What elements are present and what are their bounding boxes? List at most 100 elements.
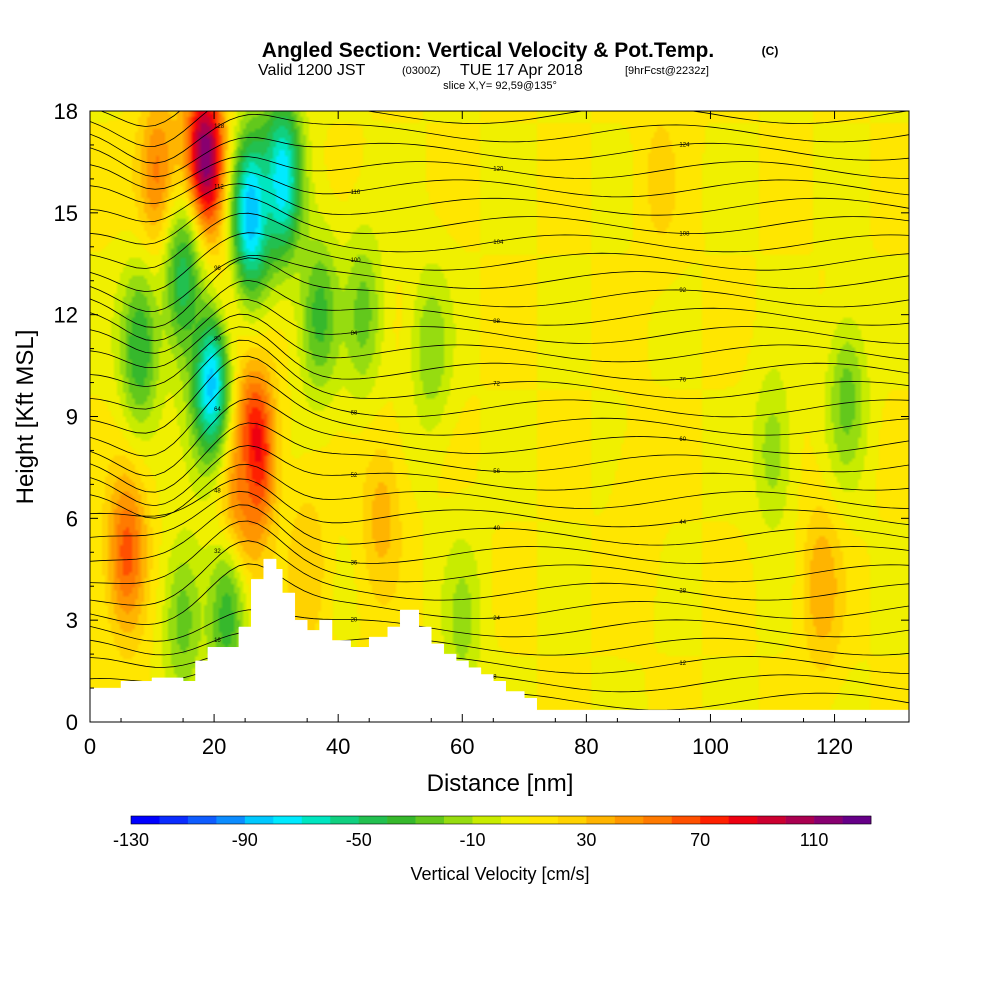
- y-tick-label: 9: [66, 405, 78, 430]
- theta-contour-line: [90, 464, 909, 519]
- theta-contour-label: 68: [351, 410, 358, 416]
- chart-title-tag: (C): [762, 44, 779, 58]
- colorbar-swatch: [415, 816, 445, 824]
- valid-line: Valid 1200 JST (0300Z) TUE 17 Apr 2018 […: [258, 62, 709, 79]
- theta-contour-label: 24: [493, 616, 500, 622]
- theta-contour-label: 48: [214, 488, 221, 494]
- colorbar-tick-label: 30: [576, 830, 596, 850]
- colorbar-swatch: [472, 816, 502, 824]
- theta-contour-line: [90, 196, 909, 245]
- theta-contour-line: [90, 326, 909, 388]
- theta-contour-label: 12: [679, 661, 686, 667]
- valid-prefix: Valid 1200 JST: [258, 62, 366, 79]
- theta-contour-label: 88: [493, 319, 500, 325]
- colorbar-swatch: [700, 816, 729, 824]
- colorbar-swatch: [444, 816, 473, 824]
- theta-contour-line: [90, 563, 909, 626]
- forecast-tag: [9hrFcst@2232z]: [625, 65, 709, 77]
- theta-contour-label: 40: [493, 526, 500, 532]
- theta-contour-line: [90, 609, 909, 642]
- theta-contour-label: 104: [493, 240, 504, 246]
- colorbar-swatch: [614, 816, 644, 824]
- colorbar-swatch: [671, 816, 701, 824]
- theta-contour-label: 124: [679, 143, 690, 149]
- colorbar-tick-label: 70: [690, 830, 710, 850]
- theta-contour-label: 36: [351, 561, 358, 567]
- theta-contour-label: 132: [351, 107, 362, 113]
- theta-contour-label: 80: [214, 336, 221, 342]
- theta-contour-line: [90, 111, 909, 147]
- theta-contour-line: [90, 504, 909, 564]
- theta-contour-label: 60: [679, 437, 686, 443]
- colorbar-swatch: [159, 816, 189, 824]
- theta-contour-label: 84: [351, 331, 358, 337]
- theta-contour-line: [90, 631, 909, 656]
- theta-contour-label: 8: [493, 675, 497, 681]
- colorbar-swatch: [529, 816, 559, 824]
- theta-contour-label: 64: [214, 407, 221, 413]
- valid-utc: (0300Z): [402, 65, 441, 77]
- y-tick-label: 18: [54, 99, 78, 124]
- colorbar-frame: [130, 815, 872, 825]
- theta-contour-label: 56: [493, 469, 500, 475]
- y-tick-label: 3: [66, 608, 78, 633]
- theta-contour-line: [90, 540, 909, 606]
- theta-contour-line: [90, 520, 909, 584]
- y-tick-label: 6: [66, 506, 78, 531]
- theta-contour-label: 100: [351, 258, 362, 264]
- theta-contour-line: [90, 232, 909, 293]
- x-tick-label: 100: [692, 734, 729, 759]
- theta-contour-line: [90, 478, 909, 528]
- theta-contour-label: 28: [679, 589, 686, 595]
- x-tick-label: 40: [326, 734, 350, 759]
- colorbar-swatch: [216, 816, 246, 824]
- colorbar-swatch: [757, 816, 786, 824]
- theta-contour-label: 120: [493, 167, 504, 173]
- theta-contour-line: [90, 422, 909, 493]
- x-axis-label: Distance [nm]: [427, 770, 574, 797]
- theta-contour-line: [90, 183, 909, 223]
- colorbar-swatch: [301, 816, 331, 824]
- vertical-velocity-field: [90, 111, 909, 722]
- colorbar-tick-label: -130: [113, 830, 149, 850]
- colorbar-swatch: [387, 816, 416, 824]
- theta-contour-label: 108: [679, 231, 690, 237]
- chart-title: Angled Section: Vertical Velocity & Pot.…: [262, 39, 714, 62]
- theta-contour-line: [90, 136, 909, 178]
- theta-contour-line: [90, 398, 909, 477]
- colorbar-swatch: [187, 816, 217, 824]
- theta-contour-label: 128: [214, 124, 225, 130]
- theta-contour-line: [90, 254, 909, 312]
- theta-contour-line: [90, 156, 909, 190]
- plot-area: 4812162024283236404448525660646872768084…: [90, 99, 909, 722]
- colorbar-swatch: [586, 816, 616, 824]
- colorbar-swatch: [131, 816, 160, 824]
- colorbar-label: Vertical Velocity [cm/s]: [410, 864, 589, 884]
- x-tick-label: 120: [816, 734, 853, 759]
- theta-contour-label: 32: [214, 549, 221, 555]
- y-tick-label: 15: [54, 201, 78, 226]
- colorbar-tick-label: -10: [459, 830, 485, 850]
- valid-date: TUE 17 Apr 2018: [460, 62, 583, 79]
- theta-contour-label: 72: [493, 382, 500, 388]
- theta-contour-label: 96: [214, 266, 221, 272]
- theta-contour-label: 136: [493, 99, 504, 105]
- colorbar-swatch: [785, 816, 815, 824]
- theta-contour-line: [90, 279, 909, 342]
- x-tick-label: 60: [450, 734, 474, 759]
- theta-contour-label: 92: [679, 288, 686, 294]
- slice-info: slice X,Y= 92,59@135°: [443, 80, 557, 92]
- theta-contour-line: [90, 113, 909, 164]
- colorbar-swatch: [557, 816, 587, 824]
- theta-contour-label: 44: [679, 520, 686, 526]
- colorbar-swatch: [244, 816, 274, 824]
- x-tick-label: 0: [84, 734, 96, 759]
- colorbar-tick-label: 110: [800, 830, 829, 850]
- theta-contour-line: [90, 257, 909, 328]
- colorbar-tick-label: -50: [346, 830, 372, 850]
- theta-contour-line: [90, 339, 909, 410]
- theta-contour-line: [90, 490, 909, 546]
- theta-contour-label: 20: [351, 618, 358, 624]
